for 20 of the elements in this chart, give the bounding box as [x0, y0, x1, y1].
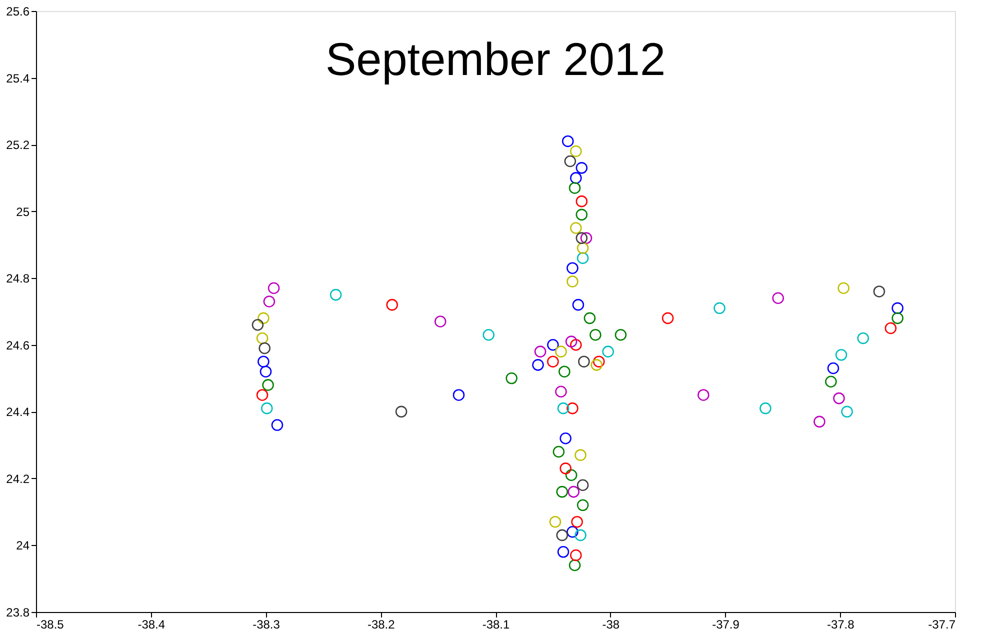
y-tick-label: 24.4 — [6, 405, 30, 420]
y-tick-label: 25.2 — [6, 138, 30, 152]
y-tick-label: 24.8 — [6, 272, 30, 286]
y-tick-label: 25.6 — [6, 4, 30, 18]
x-tick-label: -37.7 — [928, 618, 956, 632]
text: September 2012 — [325, 33, 666, 85]
x-tick-label: -38.3 — [252, 618, 280, 632]
y-tick-label: 24.2 — [6, 472, 30, 486]
x-tick-label: -38.1 — [482, 618, 510, 632]
x-tick-label: -37.9 — [712, 618, 740, 632]
y-tick-label: 25.4 — [6, 71, 30, 86]
x-tick-label: -38.4 — [138, 618, 166, 632]
y-tick-label: 23.8 — [6, 606, 30, 620]
x-tick-label: -38.2 — [367, 618, 396, 632]
x-tick-label: -37.8 — [826, 618, 855, 632]
y-tick-label: 24 — [16, 538, 30, 553]
y-tick-label: 24.6 — [6, 338, 30, 352]
x-tick-label: -38 — [602, 618, 620, 632]
y-tick-label: 25 — [16, 204, 30, 219]
x-tick-label: -38.5 — [36, 618, 64, 632]
